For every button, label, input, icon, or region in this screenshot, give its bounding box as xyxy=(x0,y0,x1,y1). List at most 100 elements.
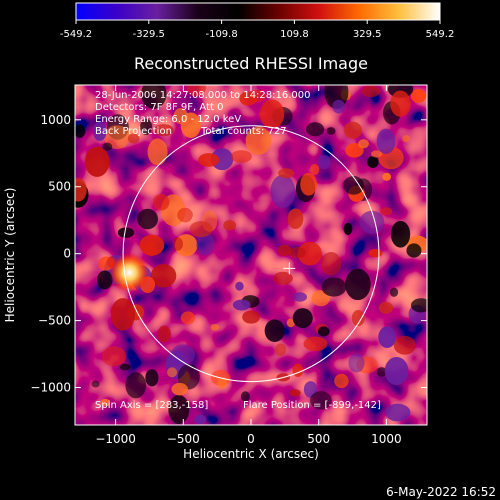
emission-blob xyxy=(119,363,131,371)
emission-blob xyxy=(180,112,201,138)
emission-blob xyxy=(198,153,220,167)
emission-blob xyxy=(303,336,328,352)
info-time-range: 28-Jun-2006 14:27:08.000 to 14:28:16.000 xyxy=(95,90,311,101)
emission-blob xyxy=(358,139,369,149)
emission-blob xyxy=(145,369,159,387)
emission-blob xyxy=(102,142,113,151)
emission-blob xyxy=(152,193,170,211)
emission-blob xyxy=(245,126,272,155)
emission-blob xyxy=(306,122,325,137)
emission-blob xyxy=(370,150,383,158)
emission-blob xyxy=(300,172,318,196)
emission-blob xyxy=(235,281,244,291)
colorbar-tick-label: -329.5 xyxy=(133,29,165,40)
emission-blob xyxy=(310,391,332,410)
emission-blob xyxy=(390,220,411,248)
solar-limb-circle xyxy=(122,125,380,383)
spin-axis-crosshair xyxy=(283,262,296,275)
emission-blob xyxy=(376,128,396,154)
x-tick-label: 1000 xyxy=(371,432,402,446)
x-tick-label: 500 xyxy=(307,432,330,446)
emission-blob xyxy=(393,335,416,355)
emission-blob xyxy=(274,343,287,357)
emission-blob xyxy=(310,164,320,176)
emission-blob xyxy=(240,391,250,402)
emission-blob xyxy=(223,220,237,231)
emission-blob xyxy=(137,208,158,230)
emission-blob xyxy=(168,394,190,425)
axis-ticks: −1000 −500 0 500 1000 1000 500 0 −500 −1000 xyxy=(30,85,427,446)
emission-blob xyxy=(150,264,177,288)
emission-blob xyxy=(288,247,307,259)
x-tick-label: −1000 xyxy=(95,432,136,446)
emission-blob xyxy=(272,271,293,285)
colorbar-tick-label: -109.8 xyxy=(205,29,237,40)
emission-blob xyxy=(167,367,178,378)
bright-flare-source xyxy=(109,252,150,293)
info-energy-range: Energy Range: 6.0 - 12.0 keV xyxy=(95,114,241,125)
emission-blob xyxy=(320,251,342,276)
y-tick-label: 1000 xyxy=(40,113,71,127)
emission-blob xyxy=(292,363,304,377)
emission-blob xyxy=(232,299,251,311)
colorbar-tick-label: 549.2 xyxy=(426,29,455,40)
emission-blob xyxy=(248,89,267,103)
emission-blob xyxy=(96,270,113,290)
emission-blob xyxy=(382,172,392,181)
info-total-counts: Total counts: 727 xyxy=(200,126,287,137)
emission-blob xyxy=(177,364,200,390)
emission-blob xyxy=(292,308,313,329)
emission-blob xyxy=(100,398,111,407)
rhessi-image xyxy=(75,85,427,425)
y-tick-label: 500 xyxy=(48,180,71,194)
emission-blob xyxy=(264,319,285,343)
emission-blob xyxy=(278,168,295,179)
emission-blob xyxy=(343,121,363,139)
colorbar xyxy=(75,2,441,21)
emission-blob xyxy=(286,318,296,328)
emission-blob xyxy=(127,133,140,144)
colorbar-ticks: -549.2 -329.5 -109.8 109.8 329.5 549.2 xyxy=(60,20,454,40)
colorbar-tick-label: 109.8 xyxy=(280,29,309,40)
emission-blob xyxy=(147,138,168,166)
emission-blob xyxy=(153,124,174,137)
x-axis-label: Heliocentric X (arcsec) xyxy=(183,447,319,461)
emission-blob xyxy=(378,301,394,314)
emission-blob xyxy=(378,326,397,349)
emission-blob xyxy=(125,372,147,399)
emission-blob xyxy=(334,373,349,389)
emission-blob xyxy=(210,148,234,171)
emission-blob xyxy=(91,380,100,388)
emission-blob xyxy=(289,389,301,397)
emission-blob xyxy=(293,292,307,302)
emission-blob xyxy=(217,377,227,389)
info-flare-position: Flare Position = [-899,-142] xyxy=(243,400,381,411)
emission-blob xyxy=(172,237,184,251)
emission-blob xyxy=(345,268,371,301)
image-title: Reconstructed RHESSI Image xyxy=(134,54,368,73)
emission-blob xyxy=(311,290,331,307)
emission-blob xyxy=(171,382,188,396)
emission-blob xyxy=(348,353,365,373)
x-tick-label: 0 xyxy=(247,432,255,446)
emission-blob xyxy=(259,99,285,129)
emission-blob xyxy=(385,403,411,422)
y-tick-label: −500 xyxy=(38,314,71,328)
emission-blob xyxy=(75,124,86,138)
emission-blob xyxy=(270,174,296,209)
colorbar-tick-label: 329.5 xyxy=(353,29,382,40)
x-tick-label: −500 xyxy=(167,432,200,446)
y-axis-label: Heliocentric Y (arcsec) xyxy=(3,188,17,323)
emission-blob xyxy=(317,154,331,170)
date-stamp: 6-May-2022 16:52 xyxy=(386,485,496,499)
emission-blob xyxy=(177,207,193,223)
emission-blob xyxy=(92,121,107,141)
emission-blob xyxy=(84,146,110,177)
emission-blob xyxy=(410,298,427,313)
emission-blob xyxy=(242,310,260,324)
emission-blob xyxy=(189,221,213,238)
emission-blob xyxy=(361,85,381,98)
emission-blob xyxy=(101,346,127,367)
emission-blob xyxy=(230,150,252,163)
